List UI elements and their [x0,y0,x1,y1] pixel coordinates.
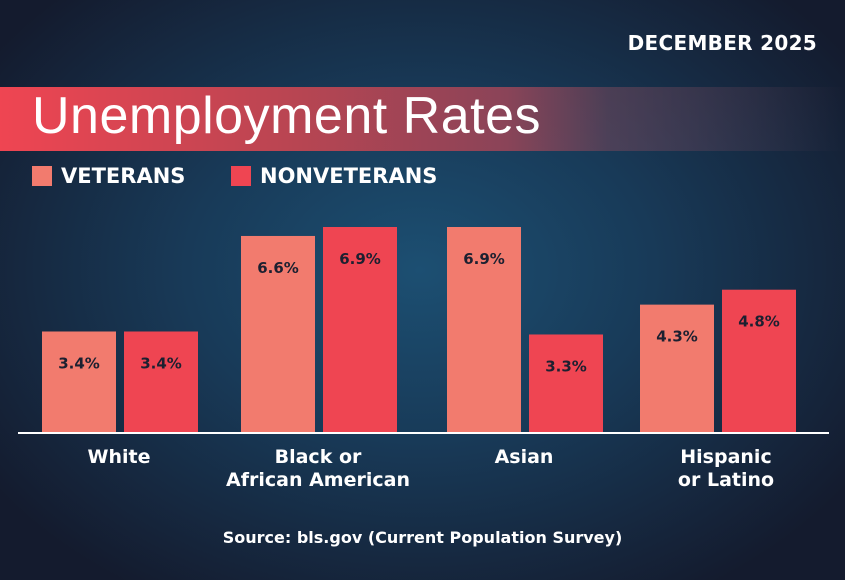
bar-veterans-1 [241,235,315,433]
category-label: Black or [275,446,362,468]
data-label: 4.8% [738,313,780,331]
category-label: Hispanic [680,446,771,468]
legend-veterans: VETERANS [32,164,185,188]
chart-title: Unemployment Rates [32,87,541,145]
date-label: DECEMBER 2025 [627,31,817,55]
data-label: 6.9% [463,250,505,268]
data-label: 6.9% [339,250,381,268]
category-label: or Latino [678,469,774,491]
legend-swatch-veterans [32,166,52,186]
legend-nonveterans: NONVETERANS [231,164,437,188]
bar-veterans-2 [447,227,521,433]
bar-veterans-3 [640,304,714,433]
data-label: 4.3% [656,328,698,346]
data-label: 6.6% [257,259,299,277]
legend-label-nonveterans: NONVETERANS [260,164,438,188]
data-label: 3.3% [545,357,587,375]
bar-nonveterans-1 [323,227,397,433]
category-label: White [88,446,151,468]
data-label: 3.4% [140,354,182,372]
data-label: 3.4% [58,354,100,372]
title-banner [0,87,845,151]
source-note: Source: bls.gov (Current Population Surv… [222,528,623,547]
bar-nonveterans-2 [529,334,603,433]
bar-veterans-0 [42,331,116,433]
bar-nonveterans-3 [722,289,796,433]
legend-label-veterans: VETERANS [61,164,186,188]
category-label: Asian [495,446,554,468]
bar-nonveterans-0 [124,331,198,433]
legend-swatch-nonveterans [231,166,251,186]
category-label: African American [226,469,410,491]
